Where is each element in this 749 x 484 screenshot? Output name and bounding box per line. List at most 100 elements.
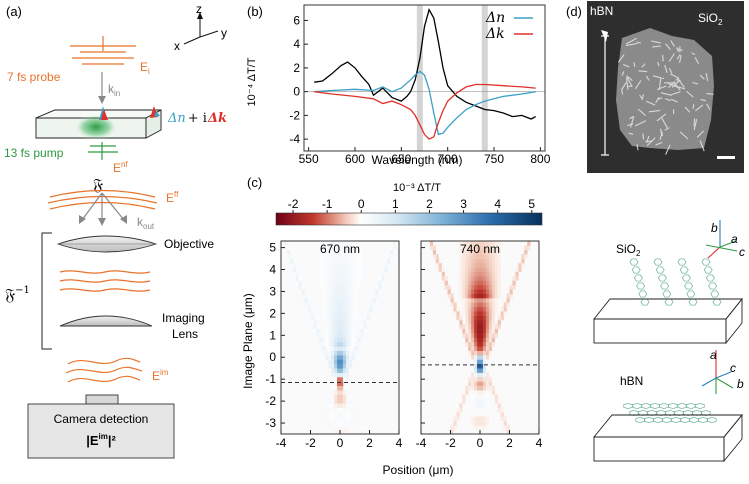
heatmap-cell [491,306,496,312]
heatmap-cell [348,398,353,404]
heatmap-cell [334,333,338,338]
heatmap-cell [468,249,472,255]
heatmap-cell [494,293,498,299]
heatmap-cell [337,385,341,391]
hbn-substrate [593,413,743,463]
heatmap-cell [474,258,478,264]
heatmap-cell [357,258,361,264]
heatmap-cell [331,341,335,347]
heatmap-cell [477,346,481,351]
heatmap-cell [351,289,356,294]
heatmap-cell [351,311,356,316]
heatmap-cell [292,267,297,273]
axis-x-label: x [174,39,180,53]
heatmap-cell [307,302,311,308]
heatmap-cell [351,337,356,343]
heatmap-cell [485,249,490,255]
heatmap-cell [345,346,350,351]
heatmap-cell [342,302,347,308]
heatmap-cell [482,280,487,286]
heatmap-cell [480,324,484,330]
heatmap-cell [337,328,341,334]
heatmap-cell [474,368,478,373]
heatmap-cell [474,398,478,404]
heatmap-cell [456,315,460,321]
heatmap-cell [491,258,496,264]
heatmap-cell [482,341,487,347]
heatmap-cell [325,267,329,273]
heatmap-cell [337,390,341,395]
heatmap-cell [348,284,353,290]
heatmap-cell [465,262,469,268]
heatmap-cell [491,385,496,391]
heatmap-cell [366,315,370,321]
heatmap-cell [477,284,481,290]
heatmap-cell [351,324,356,330]
flake-edge [646,137,656,146]
heatmap-cell [477,267,481,273]
heatmap-cell [453,425,457,430]
heatmap-cell [325,403,329,408]
heatmap-cell [465,267,469,273]
heatmap-cell [345,333,350,338]
heatmap-cell [340,258,344,264]
heatmap-cell [468,254,472,259]
heatmap-cell [340,333,344,338]
heatmap-cell [348,289,353,294]
heatmap-cell [322,267,326,273]
heatmap-cell [354,306,358,312]
heatmap-cell [480,416,484,422]
heatmap-cell [474,276,478,281]
heatmap-cell [488,311,493,316]
heatmap-cell [474,341,478,347]
panel-c-label: (c) [247,175,262,190]
x-tick-label: 700 [438,152,458,166]
heatmap-cell [494,241,498,246]
heatmap-cell [319,276,323,281]
heatmap-cell [456,416,460,422]
x-tick-label: 750 [484,152,504,166]
heatmap-cell [381,271,385,277]
heatmap-cell [491,333,496,338]
heatmap-cell [485,376,490,382]
heatmap-cell [468,333,472,338]
heatmap-cell [357,262,361,268]
heatmap-cell [325,241,329,246]
heatmap-cell [328,293,332,299]
heatmap-cell [459,293,463,299]
sio2-substrate [593,297,743,345]
heatmap-cell [494,333,498,338]
heatmap-cell [331,385,335,391]
x-tick-label: 0 [337,436,344,450]
flake-edge [670,40,675,47]
heatmap-cell [334,328,338,334]
heatmap-cell [468,381,472,387]
heatmap-cell [491,284,496,290]
heatmap-cell [369,306,373,312]
heatmap-cell [471,311,475,316]
heatmap-cell [331,416,335,422]
heatmap-cell [494,324,498,330]
heatmap-cell [334,319,338,325]
heatmap-cell [375,289,379,294]
heatmap-cell [292,271,297,277]
heatmap-cell [497,249,501,255]
heatmap-cell [471,267,475,273]
heatmap-cell [462,245,466,251]
heatmap-cell [351,258,356,264]
heatmap-cell [328,267,332,273]
heatmap-cell [462,324,466,330]
heatmap-cell [500,407,504,413]
heatmap-cell [500,315,504,321]
sio2-axis-c: c [739,245,745,259]
heatmap-cell [480,245,484,251]
heatmap-cell [465,276,469,281]
heatmap-cell [462,254,466,259]
heatmap-cell [477,280,481,286]
hbn-image-label: hBN [590,4,613,18]
heatmap-cell [360,324,364,330]
colorbar-tick-label: 2 [426,197,433,211]
heatmap-cell [337,376,341,382]
heatmap-cell [480,420,484,426]
heatmap-cell [494,302,498,308]
